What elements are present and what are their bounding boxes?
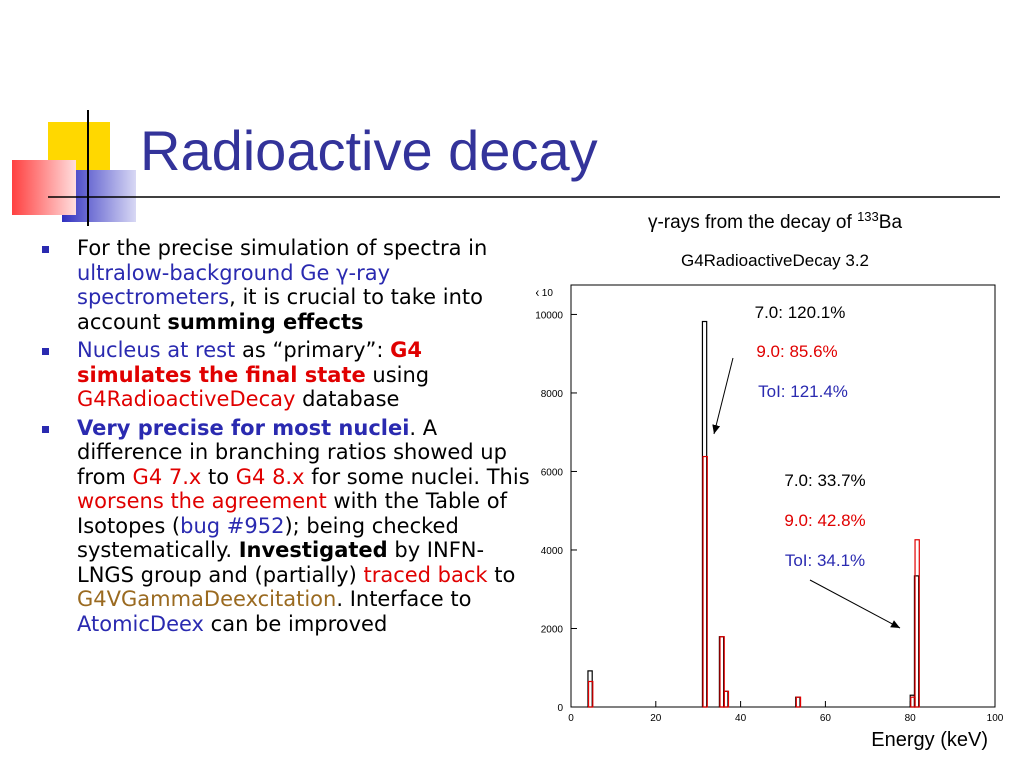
arrow: [712, 357, 734, 435]
histogram-bar: [587, 680, 594, 708]
text-run: bug #952: [180, 513, 285, 538]
text-run: for some nuclei. This: [304, 464, 530, 489]
y-tick-label: 10000: [535, 310, 563, 321]
x-tick-label: 80: [905, 713, 917, 724]
histogram-bar: [719, 636, 725, 708]
text-run: , it is crucial to take into account: [77, 285, 483, 334]
x-tick-label: 60: [820, 713, 832, 724]
text-run: Very precise for most nuclei: [77, 415, 410, 440]
text-run: Nucleus at rest: [77, 338, 236, 362]
bullet: Very precise for most nuclei. A differen…: [40, 416, 540, 637]
text-run: summing effects: [167, 309, 364, 334]
text-run: G4RadioactiveDecay: [77, 387, 296, 411]
chart-title: γ-rays from the decay of 133Ba: [648, 209, 902, 233]
histogram-bar: [914, 539, 920, 708]
slide-title: Radioactive decay: [140, 119, 598, 182]
y-tick-label: 8000: [541, 389, 564, 400]
title-element: Ba: [879, 212, 903, 233]
histogram-bar: [702, 455, 708, 708]
text-run: to: [201, 464, 236, 489]
text-run: with the Table of Isotopes (: [77, 489, 507, 538]
text-run: . A difference in branching ratios showe…: [77, 415, 507, 489]
title-mass: 133: [857, 209, 879, 224]
x-axis-label: Energy (keV): [871, 729, 988, 751]
chart-subtitle: G4RadioactiveDecay 3.2: [681, 251, 869, 270]
text-run: G4 simulates the final state: [77, 338, 423, 387]
text-run: AtomicDeex: [77, 611, 204, 636]
y-tick-label: 2000: [541, 624, 564, 635]
annotation: 7.0: 33.7%: [784, 471, 865, 490]
x-tick-label: 40: [735, 713, 747, 724]
y-tick-label: 6000: [541, 467, 564, 478]
text-run: G4 7.x: [132, 464, 202, 489]
x-tick-label: 100: [987, 713, 1004, 724]
arrow: [809, 579, 901, 629]
text-run: traced back: [363, 562, 488, 587]
text-run: using: [365, 362, 430, 387]
y-tick-label: 0: [557, 703, 563, 714]
text-run: as “primary”:: [235, 338, 391, 362]
bullet: Nucleus at rest as “primary”: G4 simulat…: [40, 338, 540, 412]
x-tick-label: 0: [568, 713, 574, 724]
text-run: For the precise simulation of spectra in: [77, 236, 488, 260]
text-run: ); being checked systematically.: [77, 513, 459, 563]
text-run: to: [487, 562, 516, 587]
text-run: ultralow-background Ge γ-ray spectromete…: [77, 260, 391, 310]
annotation: 9.0: 85.6%: [756, 342, 837, 361]
text-run: database: [295, 387, 400, 411]
text-run: G4 8.x: [235, 464, 305, 489]
title-text: γ-rays from the decay of: [648, 212, 853, 233]
annotation: ToI: 34.1%: [785, 551, 865, 570]
histogram-bar: [795, 696, 802, 708]
x-tick-label: 20: [650, 713, 662, 724]
bullet-list: For the precise simulation of spectra in…: [40, 236, 540, 640]
plot: 0 2000 4000 6000 8000 10000 0 20 40 60 80 100 7.0: 1…: [535, 303, 1004, 724]
deco-red: [12, 160, 76, 215]
annotation: ToI: 121.4%: [758, 382, 848, 401]
text-run: Investigated: [238, 538, 388, 562]
text-run: by INFN-LNGS group and (partially): [77, 538, 485, 587]
bullet: For the precise simulation of spectra in…: [40, 236, 540, 334]
annotation: 9.0: 42.8%: [784, 511, 865, 530]
annotation: 7.0: 120.1%: [755, 303, 846, 322]
y-multiplier: x 10: [534, 288, 553, 299]
text-run: G4VGammaDeexcitation: [77, 587, 337, 611]
text-run: . Interface to: [336, 587, 472, 611]
histogram-bar: [723, 690, 730, 708]
plot-frame: [570, 284, 996, 708]
y-tick-label: 4000: [541, 546, 564, 557]
text-run: worsens the agreement: [77, 489, 327, 513]
text-run: can be improved: [203, 611, 388, 636]
